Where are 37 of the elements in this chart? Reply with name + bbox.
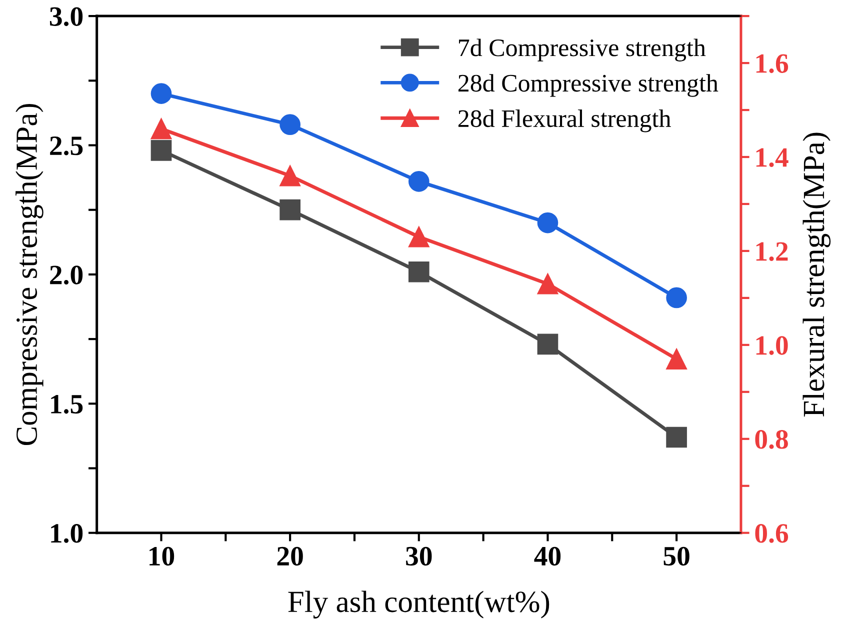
y-axis-title: Compressive strength(MPa) (16, 104, 44, 446)
point (150, 83, 172, 104)
y2-tick-label: 1.6 (756, 54, 788, 74)
x-tick-label: 50 (664, 546, 690, 566)
point (280, 199, 300, 220)
x-tick-label: 30 (406, 546, 432, 566)
y2-tick-label: 1.4 (756, 148, 788, 168)
x-tick-label: 20 (277, 546, 303, 566)
y2-tick-label: 1.2 (756, 242, 788, 261)
y-tick-label: 2.5 (50, 136, 83, 156)
point (408, 226, 430, 248)
point (537, 334, 558, 355)
point (408, 261, 430, 282)
y2-tick-label: 1.0 (756, 336, 788, 355)
y-tick-label: 2.0 (50, 266, 83, 284)
point (537, 273, 558, 294)
x-tick-label: 40 (534, 546, 561, 566)
legend-label: 28d Flexural strength (458, 109, 671, 132)
point (408, 171, 430, 192)
x-axis-title: Fly ash content(wt%) (288, 590, 550, 618)
legend-label: 28d Compressive strength (458, 74, 718, 97)
point (666, 348, 687, 370)
y2-axis-title: Flexural strength(MPa) (802, 132, 831, 417)
y-tick-label: 3.0 (50, 7, 83, 26)
y2-tick-label: 0.8 (755, 430, 788, 449)
point (537, 212, 558, 234)
point (150, 140, 172, 161)
x-tick-label: 10 (150, 546, 174, 566)
y-tick-label: 1.0 (51, 524, 83, 543)
y-tick-label: 1.5 (51, 394, 83, 414)
legend-label: 7d Compressive strength (459, 38, 706, 62)
point (150, 118, 172, 140)
point (666, 426, 687, 448)
y2-tick-label: 0.6 (755, 524, 788, 543)
point (280, 165, 300, 186)
point (666, 287, 687, 308)
point (280, 114, 300, 135)
